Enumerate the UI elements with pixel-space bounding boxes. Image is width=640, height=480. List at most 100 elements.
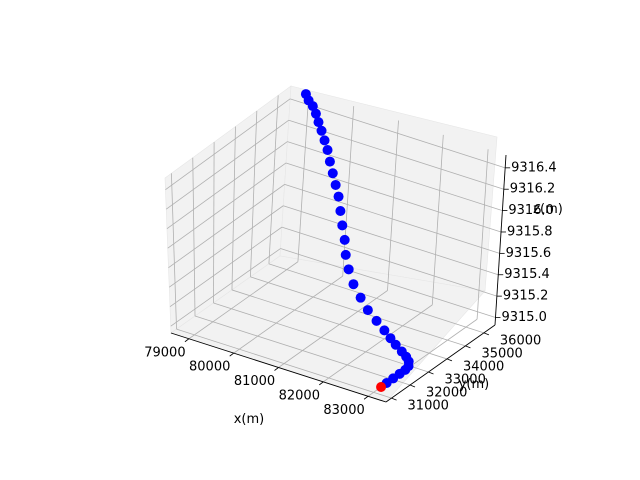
x-gridline <box>476 149 489 320</box>
y-tick-mark <box>483 332 490 336</box>
y-axis-label: y(m) <box>459 377 490 392</box>
y-gridline <box>176 328 392 399</box>
y-tick-label: 35000 <box>481 346 522 361</box>
x-gridline <box>278 290 388 368</box>
y-tick-label: 31000 <box>408 399 449 414</box>
y-gridline <box>213 302 429 373</box>
y-gridline <box>213 142 215 303</box>
y-tick-mark <box>465 345 471 349</box>
x-gridline <box>387 120 399 291</box>
y-tick-label: 34000 <box>463 359 504 374</box>
y-gridline <box>268 263 485 334</box>
z-gridline <box>169 226 283 308</box>
x-tick-mark <box>274 367 279 371</box>
z-gridline <box>170 248 281 327</box>
y-tick-mark <box>446 358 453 362</box>
z-tick-label: 9316.2 <box>510 182 555 197</box>
grid-lines <box>165 91 506 399</box>
z-gridline <box>166 141 288 230</box>
y-axis-line <box>385 324 496 403</box>
trajectory-point <box>337 220 348 231</box>
y-gridline <box>231 126 236 290</box>
trajectory-point <box>379 325 390 336</box>
z-tick-label: 9316.0 <box>508 203 554 218</box>
x-gridline <box>233 275 343 354</box>
trajectory-point <box>348 279 359 290</box>
trajectory-point <box>335 206 346 217</box>
trajectory-point <box>322 145 333 156</box>
y-gridline <box>194 315 411 386</box>
z-gridline <box>287 141 503 211</box>
z-tick-label: 9315.4 <box>504 267 550 282</box>
z-gridline <box>168 205 284 288</box>
z-gridline <box>281 226 497 297</box>
x-tick-mark <box>229 352 234 357</box>
z-gridline <box>284 183 500 254</box>
trajectory-point <box>385 333 396 344</box>
x-gridline <box>297 91 310 262</box>
trajectory-point <box>340 249 351 260</box>
trajectory-point <box>316 125 327 136</box>
z-tick-label: 9315.2 <box>503 289 549 304</box>
z-gridline <box>165 98 291 191</box>
y-gridline <box>250 110 258 277</box>
y-tick-label: 36000 <box>500 333 541 348</box>
y-gridline <box>192 157 196 317</box>
z-gridline <box>280 248 496 318</box>
y-tick-mark <box>409 384 416 388</box>
trajectory-point <box>333 191 344 202</box>
x-gridline <box>431 134 444 305</box>
trajectory-point <box>310 108 321 119</box>
x-tick-mark <box>363 395 369 400</box>
trajectory-point <box>300 89 311 100</box>
y-tick-label: 33000 <box>444 372 485 387</box>
y-gridline <box>231 289 448 360</box>
trajectory-point <box>355 292 366 303</box>
y-gridline <box>268 95 279 264</box>
z-tick-label: 9315.6 <box>506 246 552 261</box>
trajectory-point <box>327 168 338 179</box>
z-tick-label: 9315.8 <box>507 224 553 239</box>
axis-lines <box>170 154 511 403</box>
z-gridline <box>165 119 290 210</box>
y-gridline <box>250 276 466 347</box>
z-gridline <box>168 184 285 269</box>
start-point <box>376 381 387 392</box>
x-axis-label: x(m) <box>234 412 265 427</box>
y-tick-mark <box>428 371 434 375</box>
z-tick-label: 9315.0 <box>501 310 546 325</box>
z-axis-label: z(m) <box>533 202 563 217</box>
z-gridline <box>167 162 287 249</box>
x-tick-label: 81000 <box>234 374 275 389</box>
z-gridline <box>283 205 499 276</box>
y-gridline <box>171 173 177 330</box>
trajectory-point <box>396 346 407 357</box>
x-tick-label: 79000 <box>144 345 185 360</box>
trajectory-point <box>339 234 350 245</box>
x-tick-label: 80000 <box>189 360 230 375</box>
trajectory-point <box>330 179 341 190</box>
x-gridline <box>342 106 355 277</box>
data-points <box>300 89 414 392</box>
x-tick-mark <box>184 338 190 343</box>
z-gridline <box>285 162 502 233</box>
z-tick-label: 9316.4 <box>511 160 557 175</box>
trajectory-point <box>362 305 373 316</box>
trajectory-point <box>371 315 382 326</box>
z-axis-line <box>494 154 507 326</box>
y-tick-label: 32000 <box>426 386 467 401</box>
z-gridline <box>290 98 506 169</box>
x-gridline <box>188 261 299 340</box>
y-tick-mark <box>391 397 397 401</box>
trajectory-point <box>319 135 330 146</box>
trajectory-point <box>313 117 324 128</box>
x-tick-label: 82000 <box>279 388 320 403</box>
x-axis-line <box>170 332 387 403</box>
x-tick-mark <box>319 381 324 386</box>
x-tick-label: 83000 <box>323 403 364 418</box>
trajectory-point <box>324 156 335 167</box>
trajectory-point <box>343 264 354 275</box>
x-gridline <box>323 304 433 383</box>
